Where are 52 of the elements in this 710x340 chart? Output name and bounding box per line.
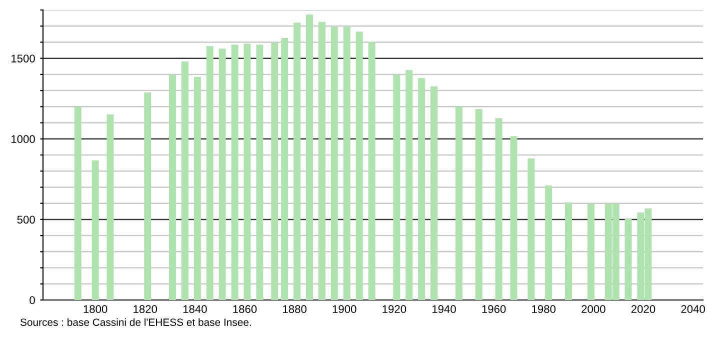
- bar: [528, 158, 535, 300]
- y-tick-label: 500: [17, 216, 35, 224]
- bar: [510, 136, 518, 300]
- bar: [271, 42, 278, 300]
- bar: [318, 22, 326, 300]
- bar: [475, 109, 482, 300]
- source-note: Sources : base Cassini de l'EHESS et base Insee.: [20, 318, 251, 326]
- bar: [418, 78, 426, 300]
- bar: [294, 22, 301, 300]
- bar: [92, 160, 99, 300]
- x-tick-label: 2020: [631, 305, 656, 314]
- bar: [306, 14, 313, 300]
- x-tick-label: 1960: [482, 305, 506, 314]
- bar: [144, 92, 152, 300]
- bar: [356, 32, 363, 300]
- bar: [545, 185, 552, 300]
- bar: [343, 26, 350, 300]
- bar: [281, 38, 288, 300]
- bar: [495, 118, 502, 300]
- bar: [368, 42, 376, 300]
- bar: [430, 86, 438, 300]
- x-tick-label: 1800: [84, 305, 108, 314]
- bar: [406, 70, 413, 300]
- x-tick-label: 1900: [332, 305, 356, 314]
- bar: [206, 46, 214, 300]
- bar: [181, 62, 188, 300]
- bar: [330, 26, 338, 300]
- x-tick-label: 1820: [134, 305, 158, 314]
- x-tick-label: 1940: [432, 305, 456, 314]
- bar: [624, 218, 632, 300]
- bar: [565, 202, 572, 300]
- bar: [74, 106, 82, 300]
- bar: [455, 106, 462, 300]
- bar: [194, 76, 201, 300]
- x-tick-label: 1880: [283, 305, 306, 314]
- bar: [256, 44, 264, 300]
- bar: [393, 74, 400, 300]
- bar: [106, 114, 114, 300]
- x-tick-label: 1980: [532, 305, 556, 314]
- x-tick-label: 1860: [233, 305, 257, 314]
- bar: [218, 48, 226, 300]
- bar: [244, 44, 251, 300]
- y-tick-label: 1000: [11, 135, 35, 144]
- x-tick-label: 1840: [183, 305, 207, 314]
- x-tick-label: 1920: [382, 305, 406, 314]
- y-tick-label: 1500: [11, 54, 35, 62]
- bar: [169, 74, 176, 300]
- bar: [587, 204, 594, 300]
- y-tick-label: 0: [30, 296, 35, 304]
- bar: [231, 44, 238, 300]
- x-tick-label: 2040: [681, 305, 705, 314]
- x-tick-label: 2000: [582, 305, 606, 314]
